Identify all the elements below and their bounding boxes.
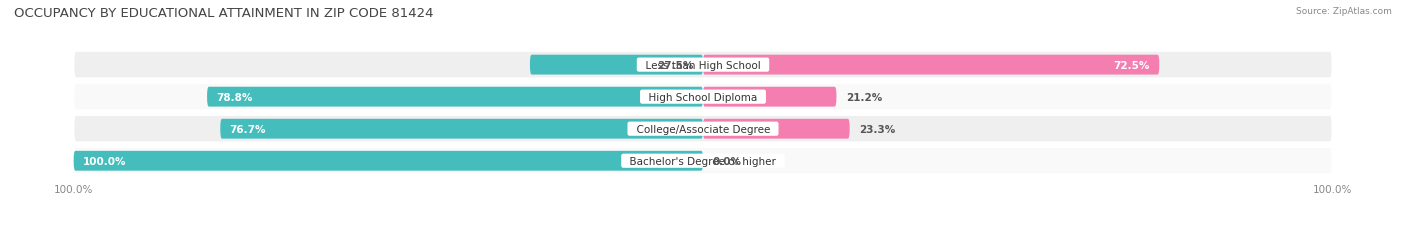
- FancyBboxPatch shape: [703, 87, 837, 107]
- FancyBboxPatch shape: [207, 87, 703, 107]
- Text: 76.7%: 76.7%: [229, 124, 266, 134]
- Text: Bachelor's Degree or higher: Bachelor's Degree or higher: [623, 156, 783, 166]
- Text: 23.3%: 23.3%: [859, 124, 896, 134]
- Text: 78.8%: 78.8%: [217, 92, 253, 102]
- FancyBboxPatch shape: [73, 151, 703, 171]
- FancyBboxPatch shape: [221, 119, 703, 139]
- Text: 27.5%: 27.5%: [657, 60, 693, 70]
- FancyBboxPatch shape: [73, 52, 1333, 79]
- FancyBboxPatch shape: [703, 55, 1160, 75]
- FancyBboxPatch shape: [73, 147, 1333, 175]
- Text: Less than High School: Less than High School: [638, 60, 768, 70]
- Text: 72.5%: 72.5%: [1114, 60, 1150, 70]
- FancyBboxPatch shape: [530, 55, 703, 75]
- Text: 0.0%: 0.0%: [713, 156, 741, 166]
- FancyBboxPatch shape: [73, 116, 1333, 143]
- Text: OCCUPANCY BY EDUCATIONAL ATTAINMENT IN ZIP CODE 81424: OCCUPANCY BY EDUCATIONAL ATTAINMENT IN Z…: [14, 7, 433, 20]
- Text: High School Diploma: High School Diploma: [643, 92, 763, 102]
- Text: College/Associate Degree: College/Associate Degree: [630, 124, 776, 134]
- Text: 21.2%: 21.2%: [846, 92, 882, 102]
- Text: 100.0%: 100.0%: [83, 156, 127, 166]
- FancyBboxPatch shape: [703, 119, 849, 139]
- Text: Source: ZipAtlas.com: Source: ZipAtlas.com: [1296, 7, 1392, 16]
- FancyBboxPatch shape: [73, 84, 1333, 111]
